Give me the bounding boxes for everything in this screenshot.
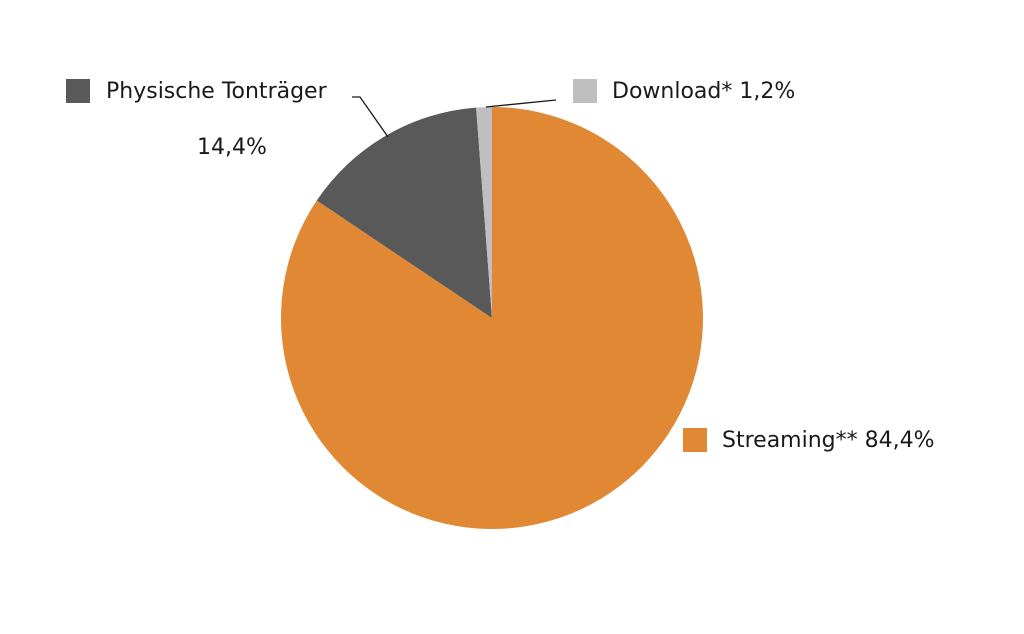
slice-label: Download* 1,2% xyxy=(612,79,795,104)
pie-slice xyxy=(476,107,492,318)
pie-slice xyxy=(281,107,704,530)
legend-swatch xyxy=(66,79,90,103)
leader-line xyxy=(352,96,389,138)
pie-slice xyxy=(316,107,492,318)
slice-label: Streaming** 84,4% xyxy=(722,428,935,453)
category-label: Physische Tonträger xyxy=(106,79,328,104)
category-label: Streaming** xyxy=(722,428,858,453)
legend-swatch xyxy=(683,428,707,452)
legend-swatch xyxy=(573,79,597,103)
value-label: 84,4% xyxy=(865,428,935,453)
category-label: Download* xyxy=(612,79,732,104)
leader-line xyxy=(485,99,557,108)
value-label: 1,2% xyxy=(739,79,795,104)
value-label: 14,4% xyxy=(197,135,267,160)
